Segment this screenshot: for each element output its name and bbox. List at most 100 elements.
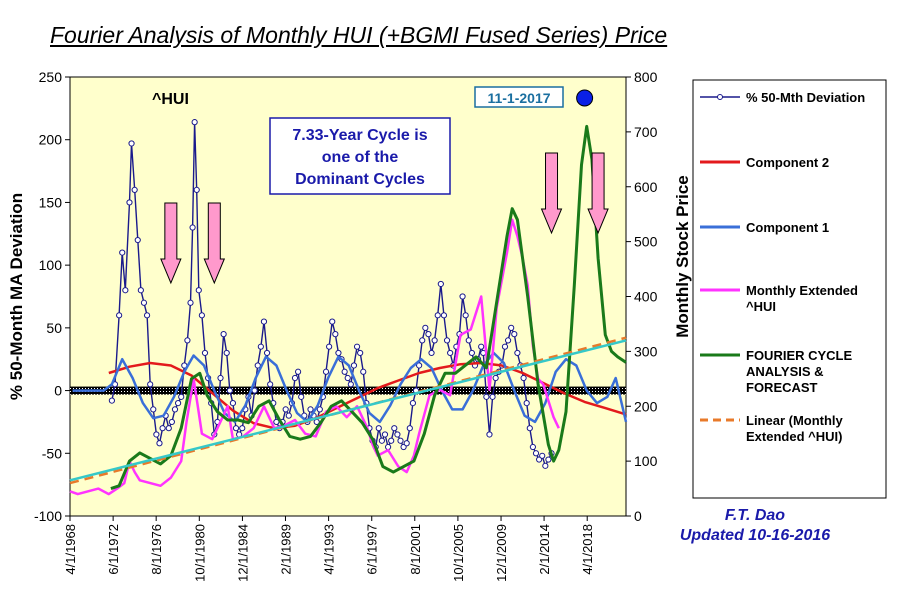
data-point (508, 324, 515, 331)
data-point (189, 224, 196, 231)
data-point (193, 186, 200, 193)
data-point (260, 318, 268, 325)
data-point (403, 440, 410, 447)
x-tick-label: 8/1/2001 (408, 524, 423, 575)
data-point (511, 331, 518, 338)
data-point (257, 343, 264, 350)
zero-band (70, 386, 626, 395)
data-point (341, 368, 348, 375)
data-point (360, 368, 367, 375)
data-point (416, 362, 423, 369)
data-point (171, 406, 179, 413)
data-point (232, 425, 240, 432)
data-point (134, 236, 141, 244)
y-left-tick-label: 200 (39, 132, 63, 148)
legend-label: ^HUI (746, 299, 776, 314)
data-point (478, 343, 485, 350)
legend-label: FORECAST (746, 380, 818, 395)
data-point (126, 199, 133, 206)
data-point (409, 400, 417, 407)
data-point (119, 249, 126, 256)
cycle-note-line: 7.33-Year Cycle is (292, 127, 427, 144)
data-point (291, 374, 299, 382)
y-left-tick-label: 100 (39, 257, 63, 273)
data-point (156, 440, 163, 447)
data-point (143, 312, 151, 319)
data-point (223, 349, 230, 357)
data-point (332, 331, 339, 338)
data-point (501, 343, 509, 350)
chart-title: Fourier Analysis of Monthly HUI (+BGMI F… (50, 22, 668, 48)
x-tick-label: 6/1/1997 (365, 524, 380, 575)
data-point (229, 400, 237, 407)
y-right-tick-label: 800 (634, 69, 658, 85)
legend-marker (717, 94, 723, 100)
data-point (137, 287, 144, 294)
data-point (539, 452, 546, 459)
data-point (150, 406, 157, 413)
y-left-tick-label: -50 (42, 445, 62, 461)
y-right-axis-label: Monthly Stock Price (673, 175, 692, 337)
data-point (108, 397, 115, 404)
data-point (489, 393, 496, 400)
data-point (514, 349, 521, 357)
legend-label: Component 2 (746, 155, 829, 170)
cycle-note-box (269, 117, 451, 195)
data-point (122, 287, 129, 294)
data-point (140, 299, 148, 306)
y-left-tick-label: 50 (46, 320, 62, 336)
y-left-tick-label: 0 (54, 383, 62, 399)
data-point (153, 431, 160, 438)
data-point (483, 393, 490, 400)
author-block: F.T. Dao Updated 10-16-2016 (655, 506, 855, 546)
date-box (474, 86, 564, 108)
data-point (440, 312, 448, 319)
series-line (69, 339, 627, 482)
y-right-tick-label: 200 (634, 398, 658, 414)
y-left-tick-label: -100 (34, 508, 62, 524)
data-point (329, 318, 336, 325)
data-point (520, 374, 527, 382)
data-point (375, 425, 382, 432)
data-point (431, 337, 438, 344)
x-tick-label: 4/1/2018 (580, 524, 595, 575)
forecast-marker-dot (576, 89, 594, 107)
data-point (254, 362, 261, 369)
data-point (267, 381, 274, 388)
data-point (174, 400, 182, 407)
data-point (282, 406, 289, 413)
data-point (384, 443, 392, 451)
data-point (217, 374, 224, 382)
down-arrow (203, 202, 226, 285)
data-point (459, 293, 466, 300)
data-point (326, 343, 333, 350)
data-point (116, 312, 123, 319)
data-point (147, 381, 154, 388)
y-left-tick-label: 250 (39, 69, 63, 85)
data-point (425, 331, 432, 338)
data-point (294, 368, 302, 375)
data-point (428, 349, 435, 357)
y-left-axis-label: % 50-Month MA Deviation (7, 193, 26, 400)
legend-label: % 50-Mth Deviation (746, 90, 865, 105)
data-point (187, 299, 194, 306)
data-point (353, 343, 361, 350)
data-point (504, 337, 512, 344)
data-point (195, 287, 202, 294)
data-point (226, 387, 233, 394)
data-point (285, 412, 292, 419)
x-tick-label: 2/1/1989 (278, 524, 293, 575)
cycle-note-line: Dominant Cycles (295, 171, 425, 188)
data-point (419, 337, 426, 344)
data-point (198, 312, 205, 319)
data-point (394, 431, 401, 438)
data-point (344, 374, 351, 382)
series-line (72, 351, 628, 424)
y-right-tick-label: 0 (634, 508, 642, 524)
x-tick-label: 4/1/1993 (322, 524, 337, 575)
data-point (437, 280, 444, 288)
data-point (335, 349, 342, 357)
data-point (322, 368, 330, 375)
y-right-tick-label: 400 (634, 289, 658, 305)
